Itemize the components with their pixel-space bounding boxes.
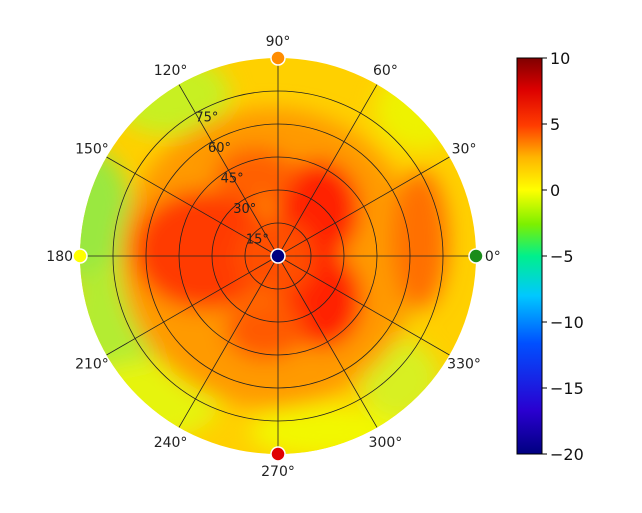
- radial-tick-label: 15°: [246, 233, 269, 248]
- polar-grid: [80, 58, 476, 454]
- radial-tick-label: 30°: [233, 202, 256, 217]
- theta-tick-label: 0°: [485, 249, 501, 265]
- theta-tick-label: 180°: [46, 249, 80, 265]
- colorbar-tick-label: 0: [550, 181, 560, 200]
- data-marker: [270, 446, 286, 462]
- colorbar-tick-label: −5: [550, 247, 574, 266]
- grid-spoke: [277, 255, 378, 428]
- grid-spoke: [106, 255, 279, 356]
- grid-spoke: [106, 156, 279, 257]
- theta-tick-label: 330°: [447, 356, 481, 372]
- theta-tick-label: 150°: [75, 142, 109, 158]
- colorbar-tick-label: −10: [550, 313, 584, 332]
- radial-tick-label: 60°: [208, 141, 231, 156]
- theta-tick-label: 90°: [266, 34, 291, 50]
- grid-spoke: [277, 156, 450, 257]
- data-marker: [72, 248, 88, 264]
- theta-tick-label: 300°: [369, 435, 403, 451]
- data-marker: [468, 248, 484, 264]
- theta-tick-label: 210°: [75, 356, 109, 372]
- grid-spoke: [277, 255, 450, 356]
- colorbar-ticks: 10 5 0 −5 −10 −15 −20: [542, 49, 584, 464]
- theta-tick-label: 60°: [373, 63, 398, 79]
- data-marker: [270, 50, 286, 66]
- colorbar-tick-label: −20: [550, 445, 584, 464]
- colorbar: 10 5 0 −5 −10 −15 −20: [516, 49, 584, 464]
- data-marker: [270, 248, 286, 264]
- grid-spoke: [178, 255, 279, 428]
- colorbar-tick-label: −15: [550, 379, 584, 398]
- colorbar-gradient: [516, 57, 543, 455]
- heatmap-disc: [80, 58, 476, 454]
- theta-tick-label: 270°: [261, 464, 295, 480]
- theta-tick-label: 240°: [154, 435, 188, 451]
- theta-tick-label: 120°: [154, 63, 188, 79]
- radial-tick-labels: 15° 30° 45° 60° 75°: [195, 111, 269, 248]
- colorbar-tick-label: 5: [550, 115, 560, 134]
- edge-markers: [72, 50, 484, 462]
- radial-tick-label: 75°: [195, 111, 218, 126]
- grid-spoke: [178, 84, 279, 257]
- radial-tick-label: 45°: [221, 172, 244, 187]
- colorbar-tick-label: 10: [550, 49, 570, 68]
- theta-tick-label: 30°: [452, 142, 477, 158]
- grid-spoke: [277, 84, 378, 257]
- theta-tick-labels: 0° 30° 60° 90° 120° 150° 180° 210° 240° 270° 300° 3…: [46, 34, 500, 480]
